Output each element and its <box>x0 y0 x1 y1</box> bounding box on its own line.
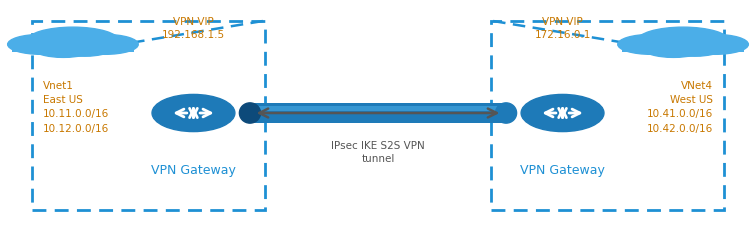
Ellipse shape <box>495 104 516 123</box>
FancyBboxPatch shape <box>250 104 506 123</box>
Circle shape <box>618 35 684 55</box>
Ellipse shape <box>152 95 235 132</box>
Circle shape <box>682 35 748 55</box>
Circle shape <box>33 40 94 58</box>
Circle shape <box>56 40 113 57</box>
Text: VNet4
West US
10.41.0.0/16
10.42.0.0/16: VNet4 West US 10.41.0.0/16 10.42.0.0/16 <box>647 80 713 133</box>
Circle shape <box>637 28 729 55</box>
Circle shape <box>666 40 723 57</box>
FancyBboxPatch shape <box>250 106 506 112</box>
Text: VPN Gateway: VPN Gateway <box>151 163 236 176</box>
FancyBboxPatch shape <box>12 47 134 53</box>
Text: VPN VIP
192.168.1.5: VPN VIP 192.168.1.5 <box>162 17 225 40</box>
Text: VPN Gateway: VPN Gateway <box>520 163 605 176</box>
Circle shape <box>27 28 119 55</box>
FancyBboxPatch shape <box>622 47 744 53</box>
Circle shape <box>72 35 138 55</box>
Text: VPN VIP
172.16.0.1: VPN VIP 172.16.0.1 <box>534 17 590 40</box>
Circle shape <box>643 40 704 58</box>
Text: Vnet1
East US
10.11.0.0/16
10.12.0.0/16: Vnet1 East US 10.11.0.0/16 10.12.0.0/16 <box>43 80 109 133</box>
Text: IPsec IKE S2S VPN
tunnel: IPsec IKE S2S VPN tunnel <box>331 141 425 163</box>
Circle shape <box>8 35 74 55</box>
Ellipse shape <box>521 95 604 132</box>
Ellipse shape <box>240 104 261 123</box>
